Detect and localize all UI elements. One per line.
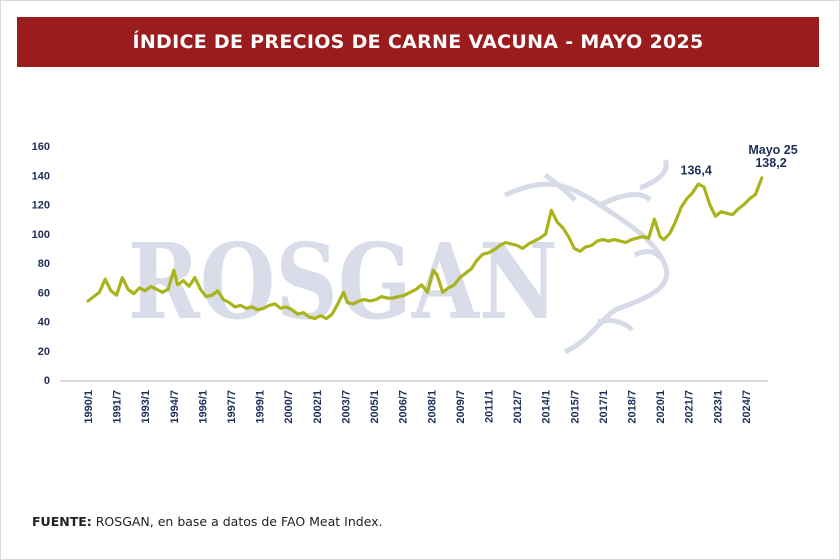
line-chart: ROSGAN 0 20 40 60 80 100 120 140 160 1990/1 1991/… xyxy=(32,141,798,424)
watermark: ROSGAN xyxy=(128,158,670,355)
y-tick-label: 40 xyxy=(38,317,50,329)
y-tick-label: 20 xyxy=(38,346,50,358)
x-tick-label: 1999/1 xyxy=(255,390,267,424)
x-tick-label: 1990/1 xyxy=(83,390,95,424)
x-tick-label: 2008/1 xyxy=(426,390,438,424)
y-tick-label: 160 xyxy=(32,141,50,153)
bull-head-logo xyxy=(504,158,670,355)
x-tick-label: 2023/1 xyxy=(712,390,724,424)
y-tick-label: 0 xyxy=(44,375,50,387)
series-layer xyxy=(86,176,764,321)
x-tick-label: 2011/1 xyxy=(483,390,495,423)
watermark-text: ROSGAN xyxy=(128,220,558,343)
source-note: FUENTE: ROSGAN, en base a datos de FAO M… xyxy=(32,514,383,529)
annotation-month-label: Mayo 25 xyxy=(748,143,797,157)
x-tick-label: 2024/7 xyxy=(741,390,753,424)
source-text: ROSGAN, en base a datos de FAO Meat Inde… xyxy=(91,514,383,529)
x-tick-label: 2002/1 xyxy=(312,390,324,424)
y-tick-label: 60 xyxy=(38,287,50,299)
x-tick-label: 2006/7 xyxy=(398,390,410,424)
x-tick-label: 1991/7 xyxy=(112,390,124,424)
x-tick-label: 2000/7 xyxy=(283,390,295,424)
series-line xyxy=(86,176,764,321)
x-tick-label: 1993/1 xyxy=(140,390,152,424)
y-tick-label: 100 xyxy=(32,229,50,241)
x-tick-label: 2015/7 xyxy=(569,390,581,424)
chart-title: ÍNDICE DE PRECIOS DE CARNE VACUNA - MAYO… xyxy=(132,31,704,53)
x-tick-label: 2018/7 xyxy=(627,390,639,424)
source-label: FUENTE: xyxy=(32,514,92,529)
y-tick-label: 80 xyxy=(38,258,50,270)
x-tick-label: 2014/1 xyxy=(541,390,553,424)
x-tick-label: 2009/7 xyxy=(455,390,467,424)
annotation-peak-label: 136,4 xyxy=(681,164,712,178)
x-tick-label: 2021/7 xyxy=(684,390,696,424)
x-tick-label: 2012/7 xyxy=(512,390,524,424)
title-bar: ÍNDICE DE PRECIOS DE CARNE VACUNA - MAYO… xyxy=(17,17,819,67)
x-tick-label: 2003/7 xyxy=(340,390,352,424)
x-axis: 1990/1 1991/7 1993/1 1994/7 1996/1 1997/7 1999… xyxy=(83,390,753,424)
x-tick-label: 1994/7 xyxy=(169,390,181,424)
x-tick-label: 1997/7 xyxy=(226,390,238,424)
y-axis: 0 20 40 60 80 100 120 140 160 xyxy=(32,141,50,387)
x-tick-label: 1996/1 xyxy=(197,390,209,424)
x-tick-label: 2020/1 xyxy=(655,390,667,424)
annotation-last-value-label: 138,2 xyxy=(755,156,786,170)
x-tick-label: 2005/1 xyxy=(369,390,381,424)
x-tick-label: 2017/1 xyxy=(598,390,610,424)
y-tick-label: 140 xyxy=(32,170,50,182)
y-tick-label: 120 xyxy=(32,200,50,212)
